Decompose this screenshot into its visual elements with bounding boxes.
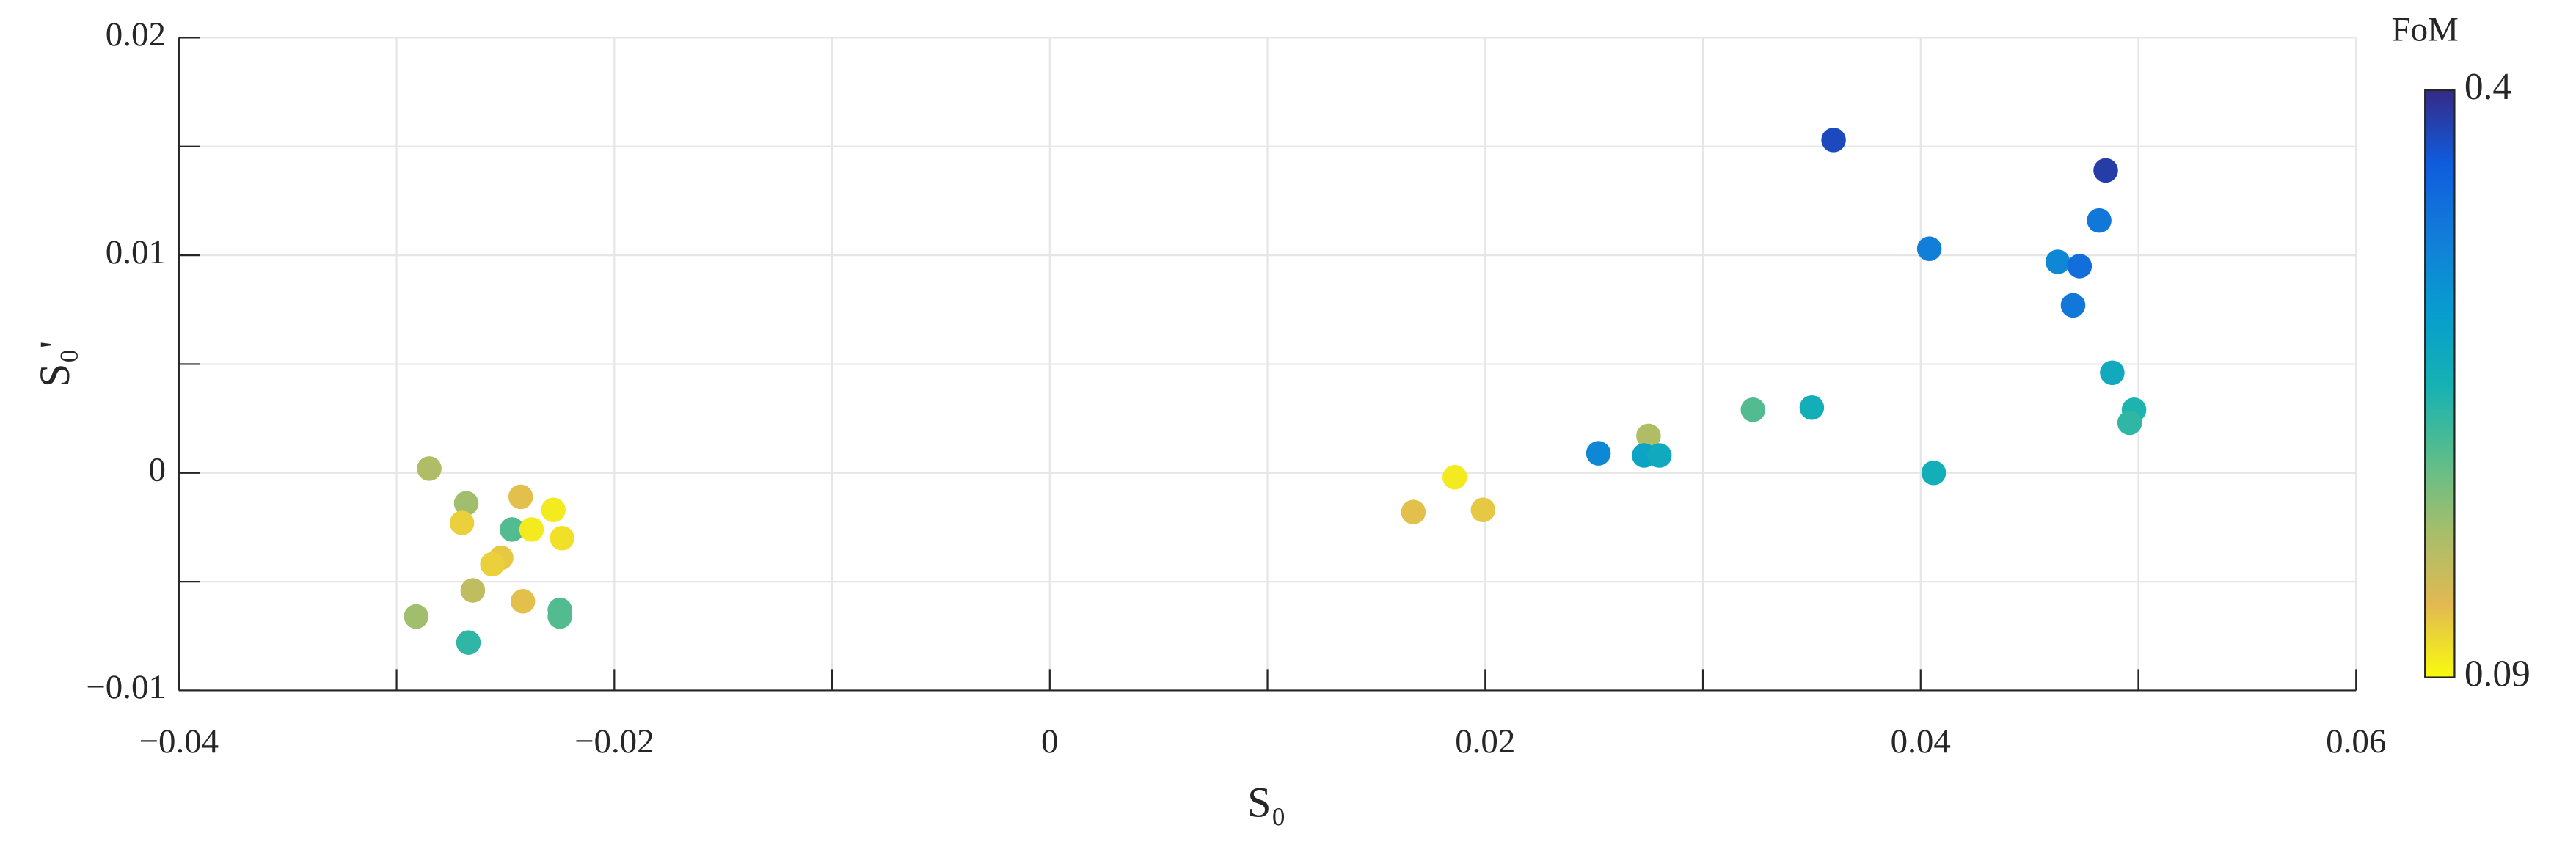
point — [1821, 128, 1846, 153]
point — [2067, 254, 2092, 279]
colorbar-tick-label: 0.09 — [2464, 653, 2531, 695]
point — [1916, 236, 1942, 261]
point — [1586, 441, 1611, 466]
x-tick-label: −0.02 — [574, 722, 654, 761]
point — [2060, 293, 2086, 318]
point — [1646, 443, 1672, 468]
colorbar-label: FoM — [2392, 11, 2459, 49]
point — [1636, 423, 1661, 449]
point — [510, 589, 536, 614]
point — [1442, 464, 1467, 490]
point — [1799, 395, 1825, 420]
point — [2087, 208, 2112, 233]
point — [2045, 249, 2070, 274]
point — [508, 484, 533, 510]
point — [1921, 460, 1946, 486]
point — [1740, 397, 1766, 422]
point — [453, 491, 479, 516]
point — [500, 517, 525, 542]
point — [417, 456, 442, 481]
x-tick-label: 0 — [1041, 722, 1058, 761]
y-tick-label: 0.02 — [106, 15, 166, 54]
y-tick-label: 0.01 — [106, 233, 166, 271]
x-axis-label: S₀ — [1247, 779, 1286, 827]
point — [1470, 497, 1496, 522]
point — [1401, 499, 1426, 524]
y-tick-label: 0 — [148, 451, 165, 489]
point — [519, 517, 544, 542]
point — [460, 578, 486, 603]
point — [404, 604, 429, 629]
colorbar-tick-label: 0.4 — [2464, 66, 2511, 108]
point — [541, 497, 566, 522]
x-tick-label: 0.06 — [2326, 722, 2386, 761]
point — [2093, 158, 2118, 183]
point — [547, 604, 572, 629]
point — [480, 552, 505, 577]
point — [550, 525, 574, 551]
x-tick-label: −0.04 — [139, 722, 219, 761]
point — [456, 630, 481, 655]
point — [2117, 410, 2142, 436]
x-tick-label: 0.02 — [1455, 722, 1515, 761]
y-axis-label: S₀' — [31, 341, 79, 387]
x-tick-label: 0.04 — [1891, 722, 1951, 761]
point — [2100, 360, 2125, 386]
point — [449, 510, 475, 535]
colorbar — [2424, 89, 2456, 678]
y-tick-label: −0.01 — [86, 668, 166, 706]
